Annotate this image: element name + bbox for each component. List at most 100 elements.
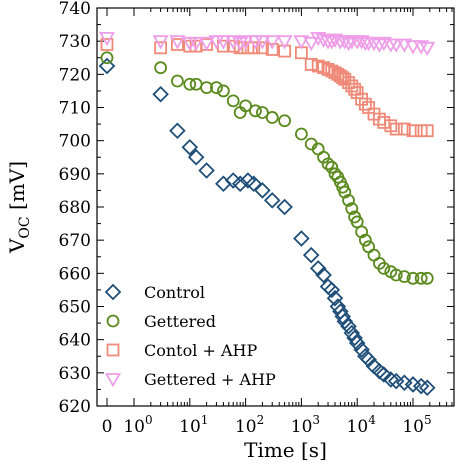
data-point xyxy=(323,281,341,299)
data-point xyxy=(310,31,327,47)
data-point xyxy=(340,36,357,52)
series-1 xyxy=(100,51,434,285)
data-point xyxy=(302,246,320,264)
data-point xyxy=(377,116,391,129)
y-axis-title: VOC [mV] xyxy=(5,161,33,254)
data-point xyxy=(293,35,310,50)
data-point xyxy=(382,371,400,388)
data-point xyxy=(326,289,344,307)
x-tick-label: 101 xyxy=(179,413,208,437)
data-point xyxy=(420,124,434,138)
data-point xyxy=(404,40,422,55)
data-point xyxy=(317,150,331,164)
data-point xyxy=(98,31,116,47)
data-point xyxy=(100,51,114,65)
data-point xyxy=(171,38,184,51)
x-tick-label: 102 xyxy=(235,413,264,437)
data-point xyxy=(375,366,393,383)
data-point xyxy=(188,36,205,52)
data-point xyxy=(345,202,359,216)
data-point xyxy=(265,43,279,56)
data-point xyxy=(278,44,292,58)
data-point xyxy=(255,106,269,119)
data-point xyxy=(187,148,205,166)
data-point xyxy=(321,157,335,171)
data-point xyxy=(198,36,215,52)
legend: Control Gettered Contol + AHP Gettered + AH… xyxy=(104,283,276,389)
data-point xyxy=(276,198,293,216)
y-axis-title-unit: [mV] xyxy=(5,161,29,216)
data-point xyxy=(154,61,168,75)
data-point xyxy=(315,266,332,284)
y-tick-label: 710 xyxy=(59,99,91,119)
y-tick-label: 660 xyxy=(59,264,91,284)
data-point xyxy=(171,74,184,88)
data-point xyxy=(239,99,253,113)
data-point xyxy=(294,127,308,141)
data-point xyxy=(263,192,281,209)
data-point xyxy=(237,35,254,50)
data-point xyxy=(371,38,388,53)
data-point xyxy=(181,139,199,156)
data-point xyxy=(183,77,197,91)
data-point xyxy=(198,162,215,179)
data-point xyxy=(154,41,168,55)
data-point xyxy=(358,233,372,247)
data-point xyxy=(249,104,262,118)
x-axis-title: Time [s] xyxy=(244,438,327,462)
data-point xyxy=(358,97,372,111)
data-point xyxy=(152,35,169,50)
data-point xyxy=(210,81,223,94)
y-tick-label: 670 xyxy=(59,231,91,251)
data-point xyxy=(346,329,363,347)
data-point xyxy=(254,182,271,199)
data-point xyxy=(276,35,293,50)
data-point xyxy=(388,38,405,53)
data-point xyxy=(348,82,362,96)
data-point xyxy=(152,85,169,103)
data-point xyxy=(293,230,310,247)
data-point xyxy=(215,35,232,50)
data-point xyxy=(342,193,355,207)
data-point xyxy=(304,57,318,71)
data-point xyxy=(226,94,240,108)
data-point xyxy=(414,271,428,285)
data-point xyxy=(323,35,340,50)
legend-marker xyxy=(104,373,122,388)
data-point xyxy=(231,175,249,193)
axis-ticks: 620 630 640 650 660 670 680 690 700 710 720 730 740 0… xyxy=(59,0,454,437)
x-tick-label: 105 xyxy=(402,413,431,437)
data-point xyxy=(98,57,116,75)
data-point xyxy=(326,33,344,48)
data-point xyxy=(265,111,279,124)
y-tick-label: 630 xyxy=(59,364,91,384)
series-2 xyxy=(100,38,434,138)
y-tick-label: 620 xyxy=(59,397,91,417)
data-point xyxy=(396,38,413,53)
data-point xyxy=(340,318,357,335)
y-tick-label: 740 xyxy=(59,0,91,19)
data-point xyxy=(418,379,436,397)
data-point xyxy=(334,308,351,325)
y-axis-title-subscript: OC xyxy=(17,216,33,238)
y-tick-label: 640 xyxy=(59,331,91,351)
x-tick-label: 0 xyxy=(102,417,113,437)
data-point xyxy=(343,324,361,342)
data-point xyxy=(245,175,263,193)
data-point xyxy=(247,41,261,55)
data-point xyxy=(412,377,430,395)
data-point xyxy=(419,41,436,57)
data-point xyxy=(413,40,430,55)
x-tick-label: 104 xyxy=(347,413,377,437)
data-point xyxy=(338,72,352,86)
data-point xyxy=(169,35,186,50)
data-point xyxy=(254,35,271,50)
data-point xyxy=(406,271,420,285)
data-point xyxy=(389,268,403,282)
y-tick-label: 690 xyxy=(59,165,91,185)
legend-label: Gettered + AHP xyxy=(144,370,276,389)
data-point xyxy=(278,114,292,128)
data-point xyxy=(200,81,213,94)
legend-label: Control xyxy=(144,283,205,302)
